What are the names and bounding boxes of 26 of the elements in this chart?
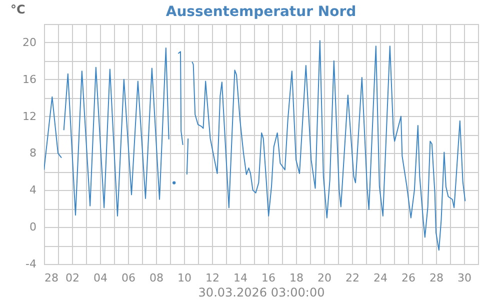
y-tick-label: 0 (30, 220, 36, 234)
x-tick-label: 30 (458, 272, 472, 284)
x-tick-label: 10 (178, 272, 192, 284)
x-tick-label: 20 (318, 272, 332, 284)
y-axis-title: °C (10, 2, 26, 16)
x-axis-title: 30.03.2026 03:00:00 (198, 286, 325, 300)
x-tick-label: 04 (94, 272, 108, 284)
y-tick-label: 20 (22, 36, 36, 49)
x-tick-label: 08 (150, 272, 164, 284)
x-tick-label: 06 (122, 272, 136, 284)
x-tick-label: 12 (206, 272, 220, 284)
y-tick-label: 8 (30, 146, 36, 160)
x-tick-label: 16 (262, 272, 276, 284)
x-tick-label: 14 (234, 272, 248, 284)
x-tick-label: 26 (402, 272, 416, 284)
x-tick-label: 02 (66, 272, 80, 284)
x-tick-label: 24 (374, 272, 388, 284)
y-tick-label: -4 (26, 258, 36, 270)
x-tick-label: 28 (44, 272, 58, 284)
x-tick-label: 18 (290, 272, 304, 284)
y-tick-label: 12 (22, 110, 36, 123)
x-tick-label: 28 (430, 272, 444, 284)
chart-title: Aussentemperatur Nord (166, 4, 356, 20)
x-tick-label: 22 (346, 272, 360, 284)
y-tick-label: 16 (22, 72, 36, 86)
y-tick-label: 4 (30, 184, 36, 197)
